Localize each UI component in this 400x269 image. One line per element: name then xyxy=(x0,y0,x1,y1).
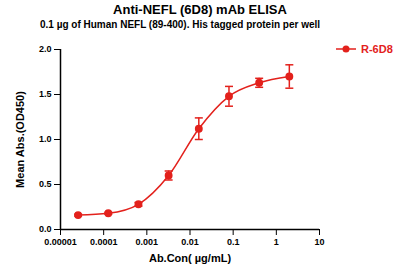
html-text:0.1 µg of Human NEFL (89-400).: 0.1 µg of Human NEFL (89-400). His tagge… xyxy=(40,19,320,30)
svg-text:0.5: 0.5 xyxy=(39,179,52,189)
html-text:Anti-NEFL (6D8) mAb ELISA: Anti-NEFL (6D8) mAb ELISA xyxy=(113,2,287,17)
svg-text:1: 1 xyxy=(274,237,279,247)
svg-text:0.1: 0.1 xyxy=(227,237,240,247)
svg-text:0.0: 0.0 xyxy=(39,224,52,234)
svg-text:2.0: 2.0 xyxy=(39,44,52,54)
svg-text:0.001: 0.001 xyxy=(136,237,159,247)
svg-text:0.01: 0.01 xyxy=(181,237,199,247)
svg-text:1.5: 1.5 xyxy=(39,89,52,99)
svg-text:10: 10 xyxy=(314,237,324,247)
svg-text:0.00001: 0.00001 xyxy=(44,237,77,247)
html-text:R-6D8: R-6D8 xyxy=(361,43,393,55)
svg-text:Ab.Con( µg/mL): Ab.Con( µg/mL) xyxy=(149,252,231,264)
svg-text:Mean Abs.(OD450): Mean Abs.(OD450) xyxy=(14,91,26,188)
svg-text:0.0001: 0.0001 xyxy=(90,237,118,247)
svg-text:1.0: 1.0 xyxy=(39,134,52,144)
